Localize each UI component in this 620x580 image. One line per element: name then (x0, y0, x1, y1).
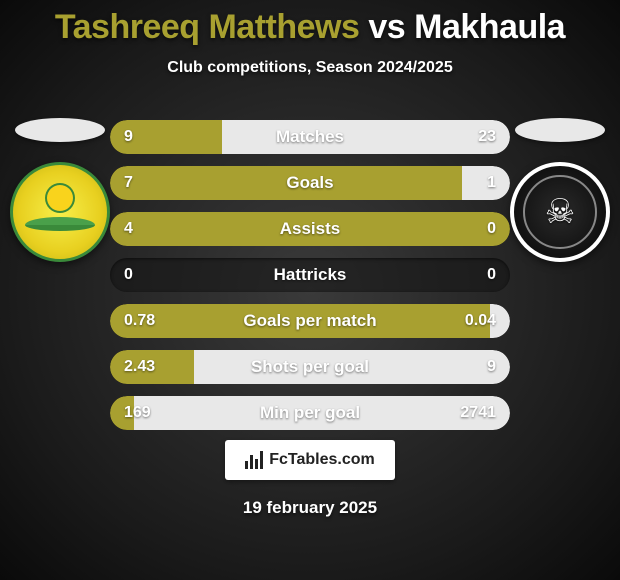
subtitle: Club competitions, Season 2024/2025 (0, 59, 620, 77)
title-player2: Makhaula (414, 8, 565, 46)
left-marker (15, 118, 105, 142)
stat-label: Goals per match (110, 304, 510, 338)
crest-left-inner (25, 187, 95, 237)
stat-rows: 923Matches 71Goals 40Assists 00Hattricks 0.7… (110, 120, 510, 442)
stat-label: Shots per goal (110, 350, 510, 384)
right-badge-zone: ☠ (510, 118, 610, 262)
left-badge-zone (10, 118, 110, 262)
chart-icon (245, 451, 263, 469)
skull-icon: ☠ (523, 175, 597, 249)
stat-row: 0.780.04Goals per match (110, 304, 510, 338)
brand-box: FcTables.com (225, 440, 395, 480)
wave2-icon (25, 225, 95, 231)
stat-label: Goals (110, 166, 510, 200)
stat-row: 923Matches (110, 120, 510, 154)
stat-label: Matches (110, 120, 510, 154)
sun-icon (45, 183, 75, 213)
club-crest-right: ☠ (510, 162, 610, 262)
wave-icon (25, 217, 95, 225)
stat-label: Min per goal (110, 396, 510, 430)
stat-label: Hattricks (110, 258, 510, 292)
stat-row: 00Hattricks (110, 258, 510, 292)
club-crest-left (10, 162, 110, 262)
stat-row: 2.439Shots per goal (110, 350, 510, 384)
right-marker (515, 118, 605, 142)
title-vs: vs (368, 8, 405, 46)
stat-label: Assists (110, 212, 510, 246)
title-player1: Tashreeq Matthews (55, 8, 360, 46)
stat-row: 40Assists (110, 212, 510, 246)
brand-text: FcTables.com (269, 451, 375, 469)
title: Tashreeq Matthews vs Makhaula (0, 0, 620, 47)
date-text: 19 february 2025 (0, 498, 620, 518)
stat-row: 71Goals (110, 166, 510, 200)
stat-row: 1692741Min per goal (110, 396, 510, 430)
